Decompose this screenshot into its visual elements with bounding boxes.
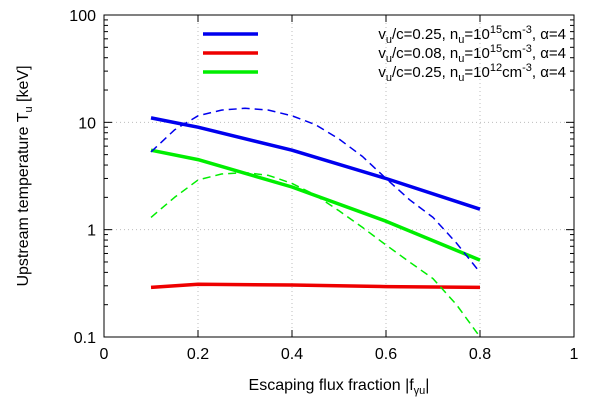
x-axis-label: Escaping flux fraction |fγu| bbox=[249, 377, 430, 397]
x-tick-label: 1 bbox=[570, 346, 579, 363]
x-tick-label: 0 bbox=[100, 346, 109, 363]
y-tick-label: 10 bbox=[78, 115, 96, 132]
x-tick-label: 0.6 bbox=[375, 346, 397, 363]
x-tick-label: 0.8 bbox=[469, 346, 491, 363]
series-layer bbox=[150, 107, 481, 338]
series-line-3 bbox=[150, 148, 481, 262]
legend-label: vu/c=0.08, nu=1015cm-3, α=4 bbox=[378, 43, 566, 65]
x-tick-label: 0.2 bbox=[187, 346, 209, 363]
y-axis-label: Upstream temperature Tu [keV] bbox=[15, 65, 35, 286]
legend-label: vu/c=0.25, nu=1015cm-3, α=4 bbox=[378, 24, 566, 46]
plot-frame bbox=[103, 14, 575, 338]
axis-ticks: 0 0.2 0.4 0.6 0.8 1 0.1 1 10 100 bbox=[69, 8, 578, 363]
series-line-2 bbox=[150, 282, 481, 290]
series-line-5-dashed bbox=[150, 171, 481, 338]
y-tick-label: 0.1 bbox=[74, 330, 96, 347]
series-line-4-dashed bbox=[150, 107, 481, 273]
legend-label: vu/c=0.25, nu=1012cm-3, α=4 bbox=[378, 62, 566, 84]
series-line-1 bbox=[150, 116, 481, 211]
y-tick-label: 100 bbox=[69, 8, 96, 25]
y-tick-label: 1 bbox=[87, 223, 96, 240]
legend: vu/c=0.25, nu=1015cm-3, α=4vu/c=0.08, nu… bbox=[203, 24, 566, 84]
x-tick-label: 0.4 bbox=[281, 346, 303, 363]
